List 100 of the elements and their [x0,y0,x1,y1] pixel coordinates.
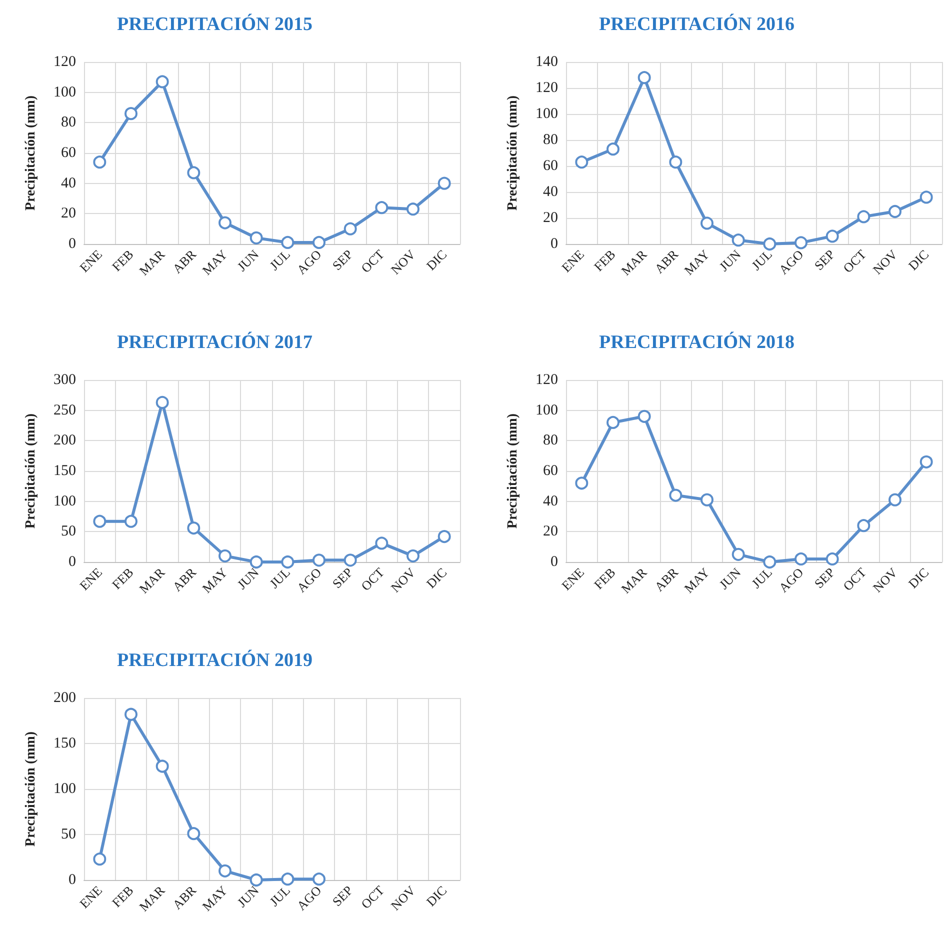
x-tick-label: DIC [423,246,450,274]
point [281,872,294,886]
chart-title: PRECIPITACIÓN 2015 [117,13,312,35]
y-tick-label: 100 [54,493,76,510]
y-tick-label: 120 [536,372,558,388]
point [794,552,808,566]
point [156,396,169,409]
point [344,554,357,567]
point [312,236,326,249]
point [312,554,326,567]
point [187,166,200,180]
point [826,230,839,243]
y-tick-label: 50 [61,524,76,540]
y-tick-label: 200 [54,690,76,706]
point [281,556,294,568]
y-axis-title: Precipitación (mm) [24,95,38,211]
point [250,556,263,568]
point [638,71,651,84]
x-tick-label: JUL [748,564,776,592]
point [638,410,651,423]
point [281,236,294,249]
point [344,222,357,236]
x-tick-label: FEB [108,564,137,592]
point [888,205,902,218]
x-tick-label: SEP [329,246,356,274]
y-tick-label: 50 [61,826,76,842]
y-tick-label: 0 [550,236,558,252]
point [857,210,870,224]
point [606,142,620,156]
point [250,231,263,244]
y-axis-title: Precipitación (mm) [506,95,520,211]
y-tick-label: 60 [61,145,76,161]
point [857,519,870,532]
x-tick-label: JUL [266,246,294,274]
y-axis-title: Precipitación (mm) [24,731,38,847]
y-tick-label: 140 [536,54,558,70]
point [920,455,933,468]
point [669,156,682,169]
y-tick-label: 0 [68,872,76,888]
x-tick-label: DIC [905,564,932,592]
y-tick-label: 0 [68,236,76,252]
point [732,234,745,247]
chart-title: PRECIPITACIÓN 2018 [599,331,794,353]
point [438,176,451,190]
x-tick-label: FEB [590,564,619,592]
point [93,852,106,866]
y-tick-label: 20 [61,206,76,222]
y-tick-label: 0 [550,554,558,570]
x-tick-label: FEB [590,246,619,274]
y-tick-label: 150 [54,463,76,479]
point [606,416,620,429]
point [93,156,106,169]
x-tick-label: SEP [329,564,356,592]
y-tick-label: 100 [54,84,76,100]
y-tick-label: 20 [543,210,558,226]
point [312,872,326,886]
point [124,107,138,120]
point [156,75,169,88]
x-tick-label: JUL [266,882,294,910]
x-tick-label: SEP [811,564,838,592]
y-tick-label: 100 [536,106,558,122]
x-tick-label: DIC [905,246,932,274]
y-tick-label: 80 [543,432,558,449]
point [920,190,933,204]
y-axis-title: Precipitación (mm) [24,413,38,529]
y-tick-label: 40 [61,175,76,192]
point [218,216,232,230]
point [156,760,169,773]
y-tick-label: 300 [54,372,76,388]
point [375,201,388,214]
point [763,238,776,250]
point [826,552,839,566]
y-tick-label: 80 [543,132,558,148]
point [732,548,745,561]
point [575,156,588,169]
point [218,549,232,562]
y-tick-label: 0 [68,554,76,570]
y-tick-label: 60 [543,463,558,479]
point [888,493,902,506]
y-tick-label: 20 [543,524,558,540]
x-tick-label: FEB [108,246,137,274]
y-tick-label: 150 [54,736,76,752]
point [187,522,200,535]
point [93,514,106,528]
x-tick-label: FEB [108,882,137,910]
y-tick-label: 80 [61,114,76,131]
y-tick-label: 40 [543,493,558,510]
x-tick-label: DIC [423,882,450,910]
y-tick-label: 120 [536,80,558,96]
point [406,202,420,216]
point [575,476,588,490]
y-axis-title: Precipitación (mm) [506,413,520,529]
y-tick-label: 40 [543,184,558,200]
x-tick-label: SEP [329,882,356,910]
chart-title: PRECIPITACIÓN 2019 [117,649,312,671]
y-tick-label: 200 [54,432,76,449]
point [124,708,138,721]
y-tick-label: 120 [54,54,76,70]
x-tick-label: JUL [748,246,776,274]
point [438,530,451,544]
